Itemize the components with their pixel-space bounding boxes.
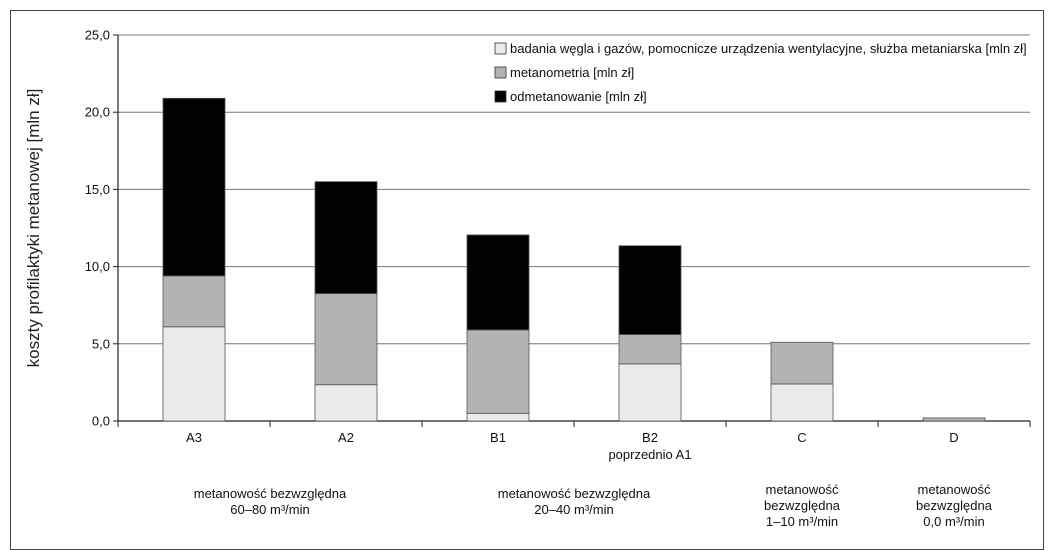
y-tick-label: 0,0: [92, 414, 110, 429]
legend-label: badania węgla i gazów, pomocnicze urządz…: [510, 41, 1027, 56]
x-tick-label: C: [797, 430, 806, 445]
x-tick-label: A2: [338, 430, 354, 445]
bar-A3-series-1: [162, 326, 226, 422]
bar-A2-series-2: [314, 293, 378, 386]
group-label: metanowość bezwzględna 20–40 m³/min: [498, 486, 651, 517]
y-tick-label: 5,0: [92, 336, 110, 351]
bar-C-series-2: [770, 341, 834, 385]
bar-A3-series-3: [162, 97, 226, 277]
bar-B1-series-1: [466, 412, 530, 422]
x-tick-label: D: [949, 430, 958, 445]
x-tick-label: B2: [642, 430, 658, 445]
group-label: metanowość bezwzględna 1–10 m³/min: [764, 482, 841, 529]
y-tick-label: 10,0: [85, 259, 110, 274]
bar-B2-series-1: [618, 363, 682, 422]
y-axis-title: koszty profilaktyki metanowej [mln zł]: [24, 89, 43, 368]
chart: 0,0 5,0 10,0 15,0 20,0 25,0 koszty profilaktyk…: [24, 28, 1031, 529]
bar-D-series-2: [922, 417, 986, 422]
legend-label: metanometria [mln zł]: [510, 65, 634, 80]
y-tick-label: 25,0: [85, 28, 110, 43]
bar-B1-series-3: [466, 234, 530, 331]
legend-swatch: [494, 42, 507, 55]
legend-swatch: [494, 66, 507, 79]
x-tick-label: B1: [490, 430, 506, 445]
bar-B1-series-2: [466, 329, 530, 414]
bar-A3-series-2: [162, 275, 226, 328]
group-label: metanowość bezwzględna 0,0 m³/min: [916, 482, 993, 529]
x-tick-label: A3: [186, 430, 202, 445]
bar-A2-series-1: [314, 384, 378, 422]
legend-swatch: [494, 90, 507, 103]
bar-B2-series-2: [618, 334, 682, 365]
y-tick-label: 20,0: [85, 105, 110, 120]
bar-A2-series-3: [314, 181, 378, 295]
y-tick-label: 15,0: [85, 182, 110, 197]
legend-label: odmetanowanie [mln zł]: [510, 89, 647, 104]
bar-B2-series-3: [618, 245, 682, 335]
group-label: metanowość bezwzględna 60–80 m³/min: [194, 486, 347, 517]
x-tick-sublabel: poprzednio A1: [608, 447, 691, 462]
bar-C-series-1: [770, 383, 834, 422]
